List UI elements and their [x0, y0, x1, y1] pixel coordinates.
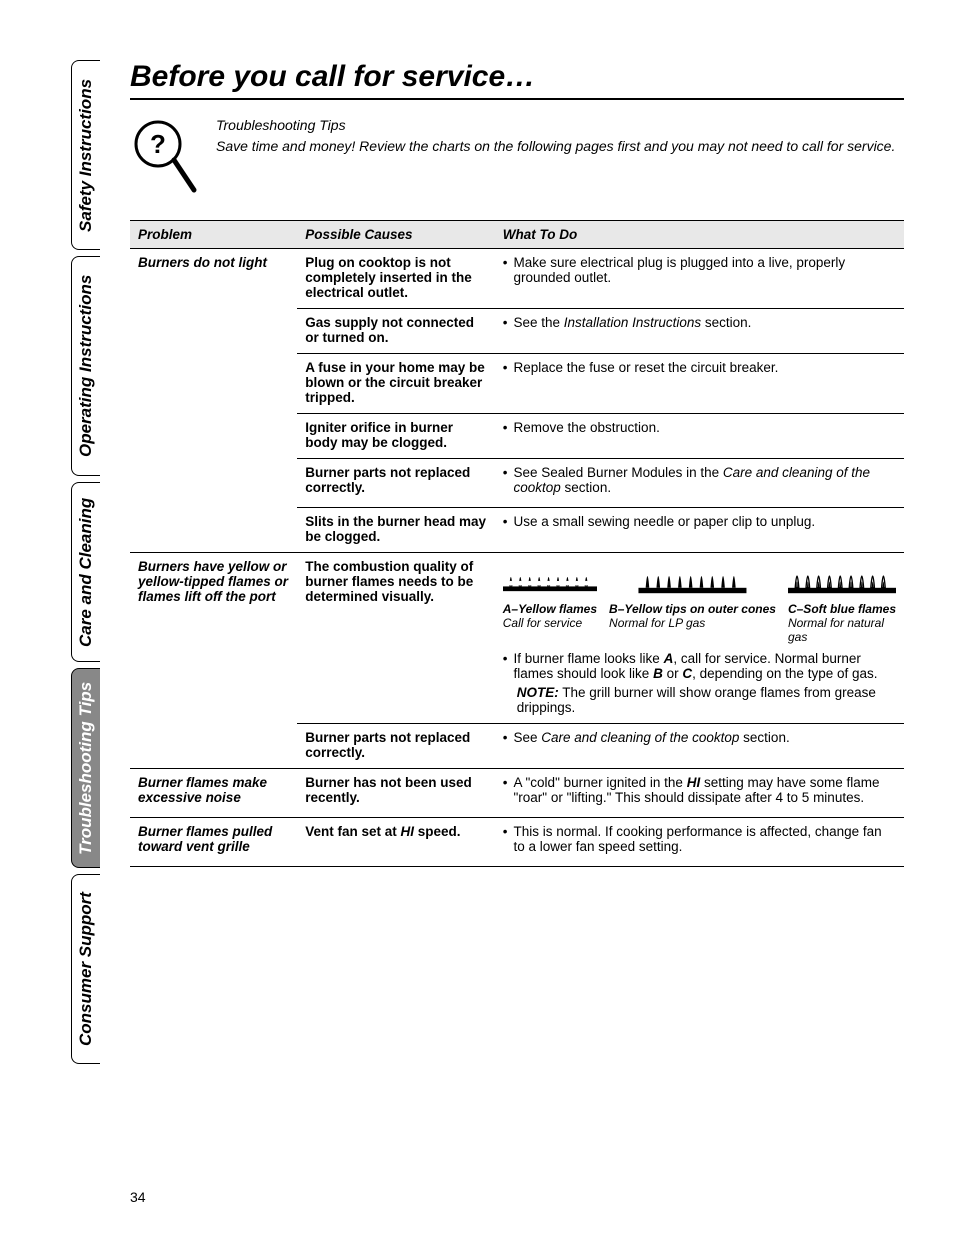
table-row: Burners do not light Plug on cooktop is …	[130, 249, 904, 309]
side-tabs: Safety Instructions Operating Instructio…	[0, 0, 100, 1235]
th-todo: What To Do	[495, 221, 904, 249]
cause-cell: Igniter orifice in burner body may be cl…	[297, 414, 495, 459]
page-number: 34	[130, 1189, 146, 1205]
troubleshooting-table: Problem Possible Causes What To Do Burne…	[130, 220, 904, 867]
cause-cell: Burner parts not replaced correctly.	[297, 723, 495, 768]
problem-cell: Burner flames pulled toward vent grille	[130, 817, 297, 866]
page-title: Before you call for service…	[130, 60, 904, 100]
flame-diagram: A–Yellow flames Call for service B–Yello…	[503, 559, 896, 645]
todo-cell: See the Installation Instructions sectio…	[495, 309, 904, 354]
problem-cell: Burners have yellow or yellow-tipped fla…	[130, 553, 297, 769]
cause-cell: Gas supply not connected or turned on.	[297, 309, 495, 354]
problem-cell: Burner flames make excessive noise	[130, 768, 297, 817]
cause-cell: Slits in the burner head may be clogged.	[297, 508, 495, 553]
th-problem: Problem	[130, 221, 297, 249]
table-row: Burners have yellow or yellow-tipped fla…	[130, 553, 904, 724]
cause-cell: Burner parts not replaced correctly.	[297, 459, 495, 508]
tab-support[interactable]: Consumer Support	[71, 874, 100, 1064]
todo-cell: Remove the obstruction.	[495, 414, 904, 459]
cause-cell: The combustion quality of burner flames …	[297, 553, 495, 724]
tips-block: ? Troubleshooting Tips Save time and mon…	[130, 116, 904, 196]
flame-a-icon	[503, 559, 597, 595]
tab-operating[interactable]: Operating Instructions	[71, 256, 100, 476]
table-row: Burner flames pulled toward vent grille …	[130, 817, 904, 866]
todo-cell: A "cold" burner ignited in the HI settin…	[495, 768, 904, 817]
cause-cell: A fuse in your home may be blown or the …	[297, 354, 495, 414]
todo-cell: A–Yellow flames Call for service B–Yello…	[495, 553, 904, 724]
todo-cell: Use a small sewing needle or paper clip …	[495, 508, 904, 553]
tips-body: Save time and money! Review the charts o…	[216, 138, 895, 154]
problem-cell: Burners do not light	[130, 249, 297, 553]
tab-safety[interactable]: Safety Instructions	[71, 60, 100, 250]
cause-cell: Vent fan set at HI speed.	[297, 817, 495, 866]
todo-cell: Replace the fuse or reset the circuit br…	[495, 354, 904, 414]
todo-cell: See Sealed Burner Modules in the Care an…	[495, 459, 904, 508]
flame-c-icon	[788, 559, 896, 595]
cause-cell: Burner has not been used recently.	[297, 768, 495, 817]
flame-b-icon	[609, 559, 776, 595]
tab-troubleshooting[interactable]: Troubleshooting Tips	[71, 668, 100, 868]
tab-care[interactable]: Care and Cleaning	[71, 482, 100, 662]
cause-cell: Plug on cooktop is not completely insert…	[297, 249, 495, 309]
todo-cell: See Care and cleaning of the cooktop sec…	[495, 723, 904, 768]
todo-cell: This is normal. If cooking performance i…	[495, 817, 904, 866]
tips-heading: Troubleshooting Tips	[216, 116, 895, 135]
th-causes: Possible Causes	[297, 221, 495, 249]
magnifier-question-icon: ?	[130, 116, 200, 196]
todo-cell: Make sure electrical plug is plugged int…	[495, 249, 904, 309]
table-row: Burner flames make excessive noise Burne…	[130, 768, 904, 817]
svg-text:?: ?	[150, 129, 166, 159]
main-content: Before you call for service… ? Troublesh…	[100, 0, 954, 1235]
